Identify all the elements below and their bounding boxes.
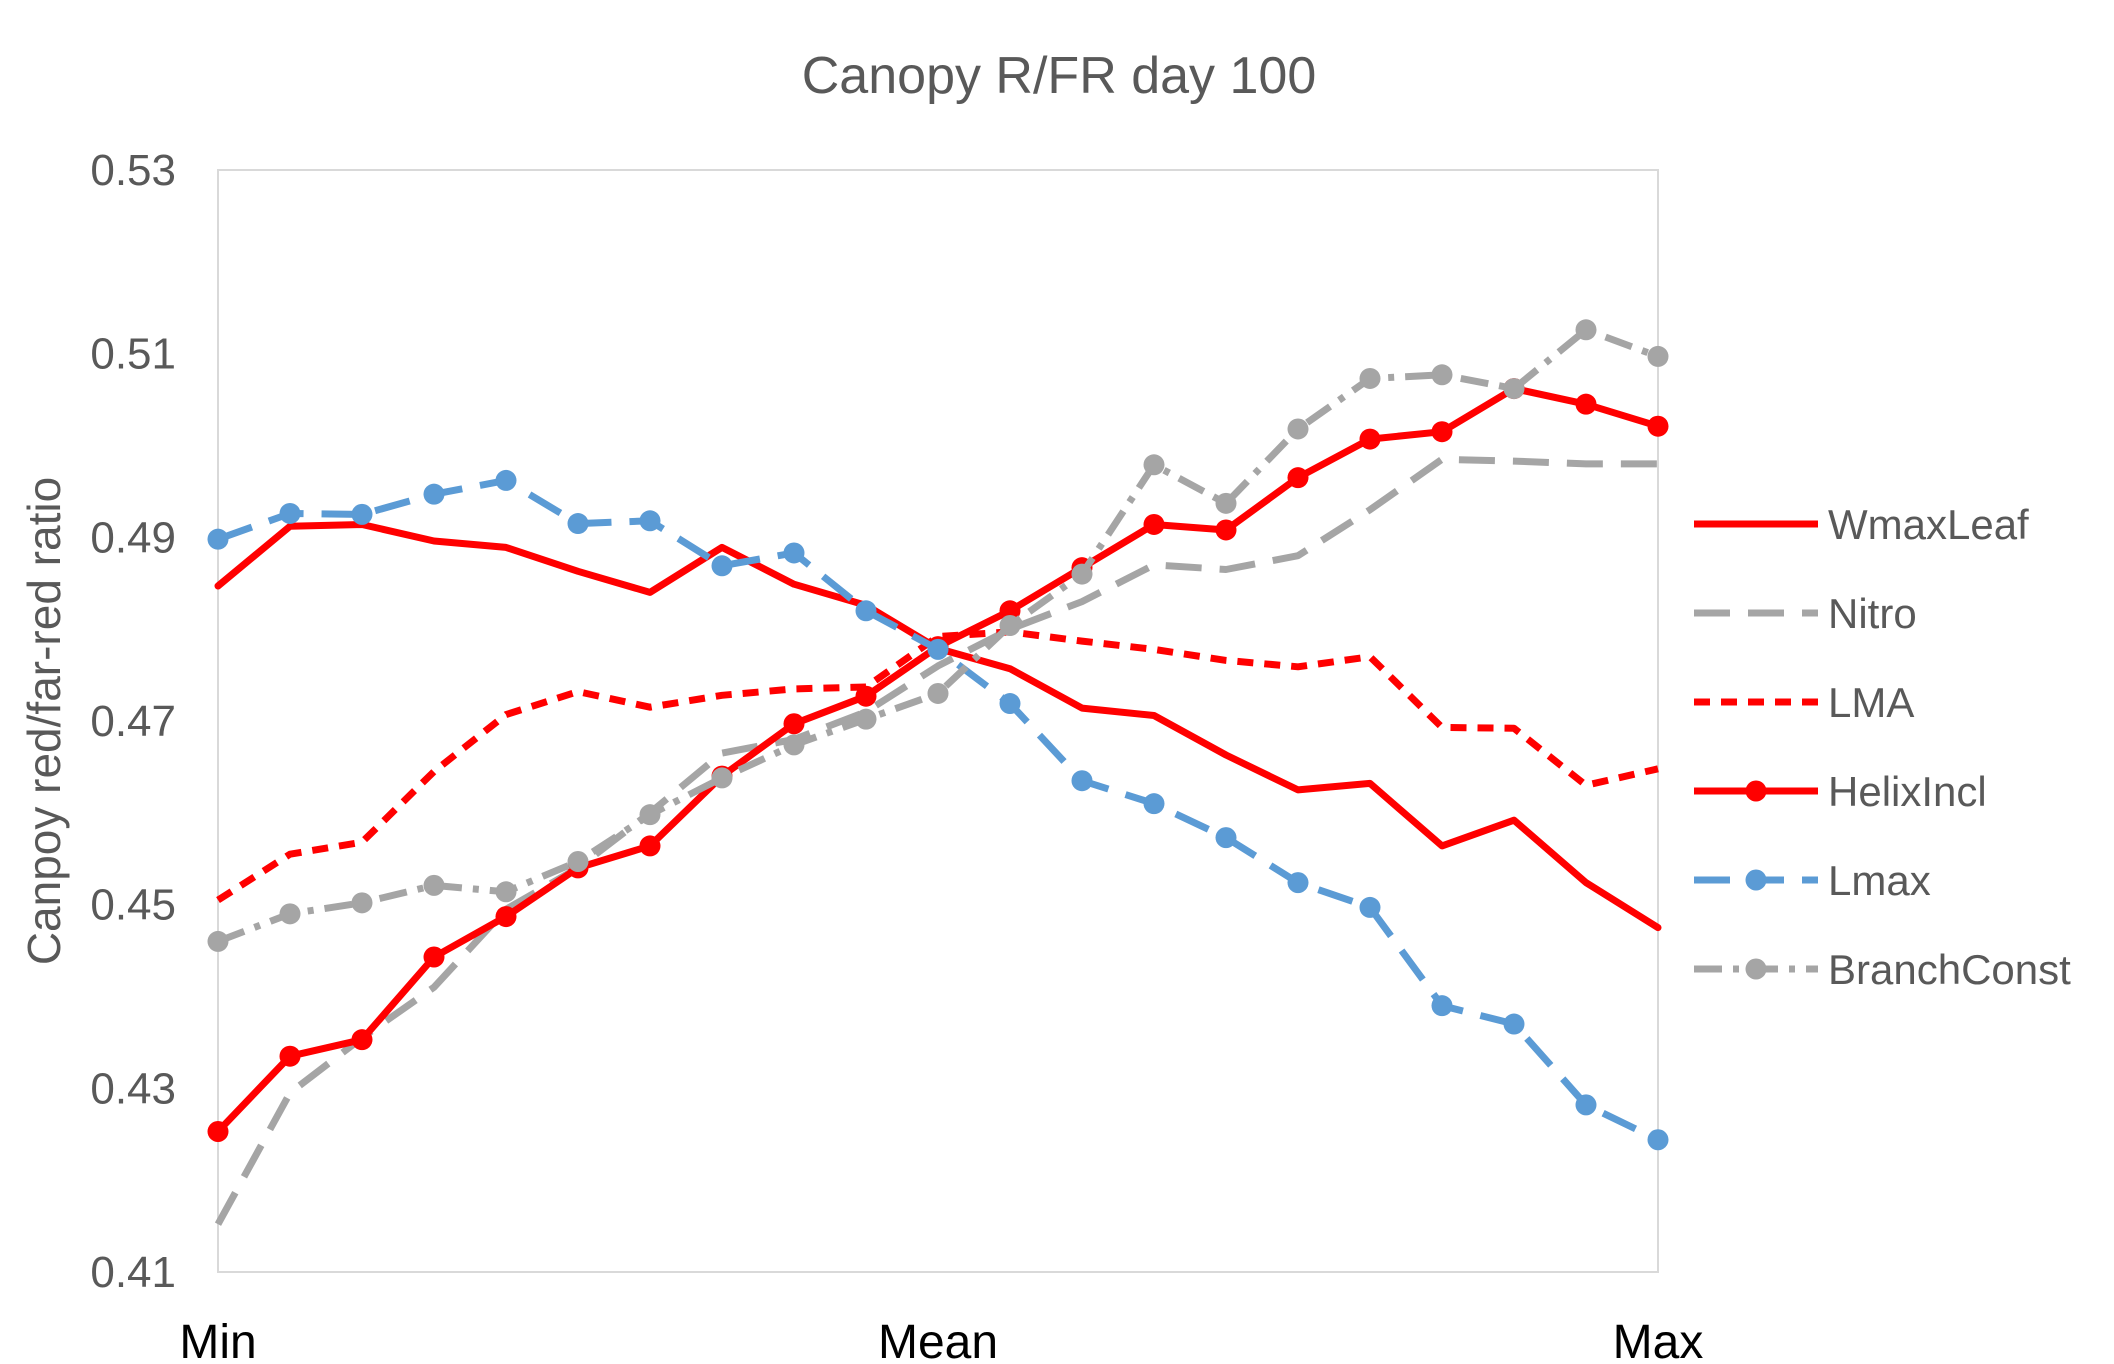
series-layer	[207, 319, 1669, 1226]
data-point	[639, 835, 661, 857]
legend-marker	[1745, 780, 1767, 802]
chart-title: Canopy R/FR day 100	[802, 47, 1317, 105]
legend-item: Nitro	[1694, 590, 1917, 637]
data-point	[1287, 467, 1309, 489]
data-point	[423, 874, 445, 896]
data-point	[1647, 415, 1669, 437]
data-point	[927, 682, 949, 704]
data-point	[351, 503, 373, 525]
data-point	[1143, 454, 1165, 476]
data-point	[855, 685, 877, 707]
legend: WmaxLeaf Nitro LMA HelixIncl Lmax BranchConst	[1694, 501, 2071, 993]
legend-label: LMA	[1828, 679, 1914, 726]
data-point	[495, 881, 517, 903]
data-point	[423, 483, 445, 505]
legend-label: WmaxLeaf	[1828, 501, 2029, 548]
data-point	[639, 510, 661, 532]
y-tick-label: 0.43	[90, 1064, 176, 1113]
y-tick-label: 0.45	[90, 881, 176, 930]
data-point	[1215, 519, 1237, 541]
plot-area-border	[217, 169, 1659, 1273]
data-point	[1431, 995, 1453, 1017]
y-tick-label: 0.53	[90, 146, 176, 195]
data-point	[1575, 1094, 1597, 1116]
data-point	[855, 708, 877, 730]
legend-marker	[1745, 958, 1767, 980]
data-point	[567, 513, 589, 535]
data-point	[1431, 364, 1453, 386]
data-point	[1359, 367, 1381, 389]
data-point	[207, 528, 229, 550]
data-point	[1287, 872, 1309, 894]
data-point	[423, 946, 445, 968]
data-point	[207, 1120, 229, 1142]
data-point	[711, 555, 733, 577]
data-point	[999, 693, 1021, 715]
data-point	[927, 638, 949, 660]
data-point	[1071, 770, 1093, 792]
data-point	[567, 851, 589, 873]
data-point	[999, 600, 1021, 622]
data-point	[1647, 345, 1669, 367]
legend-marker	[1745, 869, 1767, 891]
legend-item: BranchConst	[1694, 946, 2071, 993]
data-point	[855, 600, 877, 622]
data-point	[783, 713, 805, 735]
x-axis-ticks: Min Mean Max	[179, 1316, 1703, 1364]
data-point	[495, 469, 517, 491]
legend-label: HelixIncl	[1828, 768, 1987, 815]
series-line	[216, 628, 1659, 904]
series-line	[214, 455, 1658, 1226]
y-tick-label: 0.51	[90, 330, 176, 379]
legend-item: Lmax	[1694, 857, 1931, 904]
legend-item: HelixIncl	[1694, 768, 1987, 815]
data-point	[1143, 793, 1165, 815]
data-point	[1215, 827, 1237, 849]
y-axis-ticks: 0.53 0.51 0.49 0.47 0.45 0.43 0.41	[90, 146, 176, 1297]
legend-item: LMA	[1694, 679, 1914, 726]
data-point	[1215, 492, 1237, 514]
data-point	[1287, 418, 1309, 440]
data-point	[207, 930, 229, 952]
y-axis-label: Canpoy red/far-red ratio	[18, 477, 70, 965]
data-point	[1503, 378, 1525, 400]
series-Lmax	[207, 469, 1669, 1151]
legend-label: BranchConst	[1828, 946, 2071, 993]
series-BranchConst	[207, 319, 1669, 952]
data-point	[1359, 896, 1381, 918]
data-point	[1143, 513, 1165, 535]
data-point	[279, 1045, 301, 1067]
data-point	[1575, 393, 1597, 415]
series-LMA	[216, 628, 1659, 904]
data-point	[495, 906, 517, 928]
data-point	[783, 542, 805, 564]
data-point	[999, 614, 1021, 636]
series-line	[216, 326, 1660, 945]
x-tick-label: Min	[179, 1316, 256, 1364]
legend-label: Lmax	[1828, 857, 1931, 904]
y-tick-label: 0.41	[90, 1248, 176, 1297]
data-point	[1647, 1129, 1669, 1151]
data-point	[351, 1029, 373, 1051]
series-Nitro	[214, 455, 1658, 1226]
data-point	[1575, 319, 1597, 341]
data-point	[1071, 563, 1093, 585]
x-tick-label: Mean	[878, 1316, 998, 1364]
legend-item: WmaxLeaf	[1694, 501, 2029, 548]
y-tick-label: 0.47	[90, 697, 176, 746]
legend-label: Nitro	[1828, 590, 1917, 637]
y-tick-label: 0.49	[90, 513, 176, 562]
data-point	[711, 767, 733, 789]
data-point	[1431, 421, 1453, 443]
data-point	[1359, 428, 1381, 450]
data-point	[279, 903, 301, 925]
data-point	[639, 804, 661, 826]
data-point	[351, 892, 373, 914]
data-point	[1503, 1013, 1525, 1035]
data-point	[783, 734, 805, 756]
data-point	[279, 502, 301, 524]
x-tick-label: Max	[1613, 1316, 1704, 1364]
